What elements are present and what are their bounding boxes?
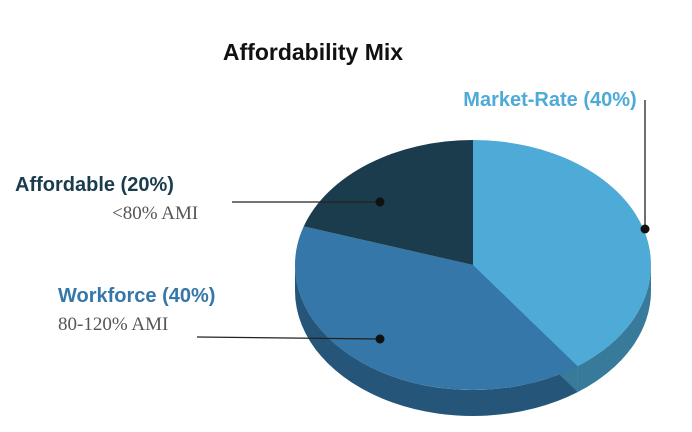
leader-workforce-dot	[375, 334, 385, 344]
pie-side-1	[295, 265, 578, 417]
pie-slice-1[interactable]	[295, 226, 578, 391]
leader-affordable-dot	[375, 197, 385, 207]
leader-market-rate-dot	[640, 224, 650, 234]
slice-label-workforce: Workforce (40%)	[58, 285, 215, 307]
pie-slice-2[interactable]	[303, 140, 473, 265]
leader-workforce	[196, 336, 381, 340]
leader-lines	[196, 100, 650, 344]
pie-slice-0[interactable]	[473, 140, 652, 367]
pie-top	[295, 140, 652, 391]
slice-sublabel-workforce: 80-120% AMI	[58, 314, 168, 335]
pie-side-0	[577, 265, 651, 393]
chart-title: Affordability Mix	[223, 39, 403, 65]
slice-sublabel-affordable: <80% AMI	[112, 203, 198, 224]
slice-label-market-rate: Market-Rate (40%)	[463, 89, 636, 111]
slice-label-affordable: Affordable (20%)	[15, 174, 174, 196]
